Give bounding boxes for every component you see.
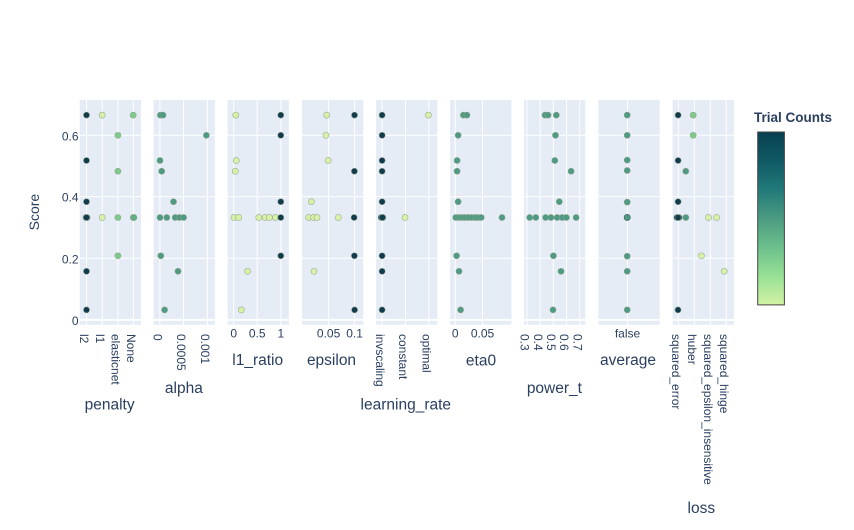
svg-text:Trial Counts: Trial Counts bbox=[754, 110, 832, 125]
svg-text:Score: Score bbox=[26, 194, 42, 231]
svg-text:squared_error: squared_error bbox=[669, 334, 683, 409]
svg-text:0.05: 0.05 bbox=[471, 326, 495, 340]
svg-text:optimal: optimal bbox=[420, 334, 434, 373]
svg-text:0.4: 0.4 bbox=[62, 191, 79, 205]
svg-text:invscaling: invscaling bbox=[373, 334, 387, 387]
svg-text:squared_epsilon_insensitive: squared_epsilon_insensitive bbox=[701, 334, 715, 485]
svg-text:0: 0 bbox=[72, 314, 79, 328]
svg-text:epsilon: epsilon bbox=[307, 352, 356, 369]
svg-text:huber: huber bbox=[685, 334, 699, 365]
svg-text:loss: loss bbox=[688, 500, 716, 517]
svg-text:None: None bbox=[124, 334, 138, 363]
svg-text:learning_rate: learning_rate bbox=[361, 397, 451, 414]
svg-text:0: 0 bbox=[230, 326, 237, 340]
svg-text:0.0005: 0.0005 bbox=[174, 334, 188, 371]
svg-text:elasticnet: elasticnet bbox=[109, 334, 123, 385]
svg-text:0.6: 0.6 bbox=[557, 334, 571, 351]
svg-text:constant: constant bbox=[396, 334, 410, 380]
svg-text:average: average bbox=[600, 352, 656, 369]
svg-text:l1_ratio: l1_ratio bbox=[232, 352, 283, 369]
svg-text:squared_hinge: squared_hinge bbox=[717, 334, 731, 414]
svg-text:eta0: eta0 bbox=[466, 353, 497, 370]
svg-text:power_t: power_t bbox=[527, 380, 583, 397]
svg-text:l1: l1 bbox=[93, 334, 107, 344]
svg-text:0.001: 0.001 bbox=[198, 334, 212, 364]
svg-text:0: 0 bbox=[151, 334, 165, 341]
svg-text:0.3: 0.3 bbox=[518, 334, 532, 351]
svg-text:0.05: 0.05 bbox=[317, 326, 341, 340]
svg-text:0.1: 0.1 bbox=[346, 326, 363, 340]
svg-text:0: 0 bbox=[452, 326, 459, 340]
svg-text:1: 1 bbox=[278, 326, 285, 340]
svg-text:0.5: 0.5 bbox=[544, 334, 558, 351]
svg-text:alpha: alpha bbox=[165, 380, 203, 397]
svg-text:penalty: penalty bbox=[85, 397, 135, 414]
svg-text:0.7: 0.7 bbox=[570, 334, 584, 351]
svg-text:0.6: 0.6 bbox=[62, 129, 79, 143]
svg-text:0.5: 0.5 bbox=[249, 326, 266, 340]
svg-text:0.2: 0.2 bbox=[62, 252, 79, 266]
svg-text:l2: l2 bbox=[77, 334, 91, 344]
svg-text:0.4: 0.4 bbox=[531, 334, 545, 351]
svg-text:false: false bbox=[615, 326, 641, 340]
